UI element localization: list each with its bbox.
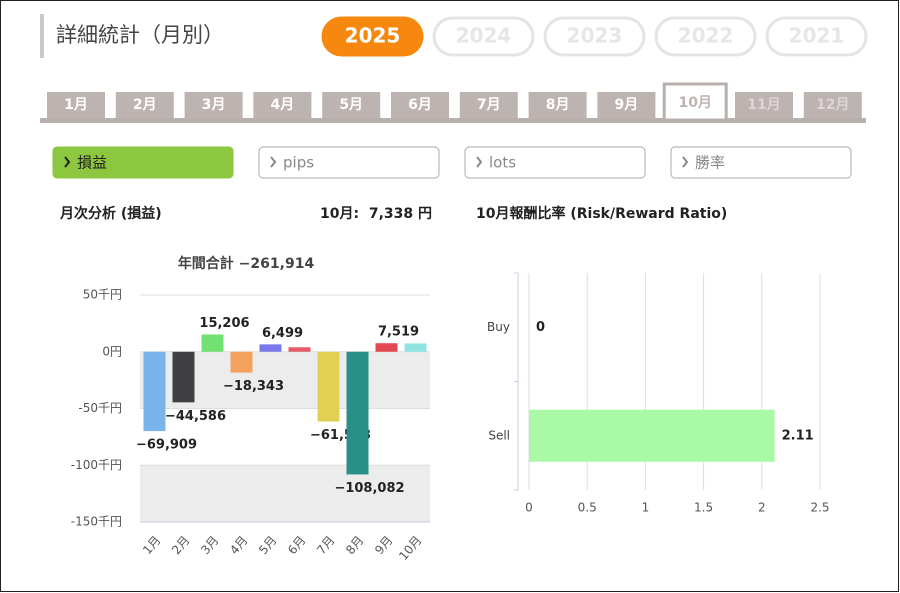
y-tick-label: Sell — [488, 428, 510, 442]
value-label: −69,909 — [136, 438, 197, 453]
month-label: 11月 — [747, 97, 780, 113]
year-button[interactable] — [321, 16, 424, 57]
month-tab[interactable] — [662, 82, 728, 122]
year-label: 2024 — [456, 24, 512, 48]
filter-label: 勝率 — [695, 154, 725, 172]
chevron — [64, 156, 71, 168]
year-label: 2022 — [678, 24, 734, 48]
y-tick-label: 0円 — [102, 344, 122, 358]
y-tick-label: -50千円 — [78, 401, 122, 415]
y-tick-label: -100千円 — [71, 458, 122, 472]
month-label: 4月 — [271, 97, 295, 113]
month-tab[interactable] — [47, 92, 105, 118]
x-tick-label: 1.5 — [694, 501, 713, 515]
value-label: 6,499 — [262, 326, 303, 341]
ratio-title: 10月報酬比率 (Risk/Reward Ratio) — [476, 205, 727, 222]
month-tab[interactable] — [253, 92, 312, 118]
value-label: −44,586 — [165, 409, 226, 424]
bar — [529, 409, 775, 462]
chevron — [682, 156, 689, 168]
page-title: 詳細統計（月別） — [56, 23, 224, 47]
summary-heading: 月次分析 (損益) — [59, 205, 162, 222]
filter-button[interactable] — [258, 146, 440, 179]
plot-band — [140, 465, 430, 522]
month-tab[interactable] — [184, 92, 243, 118]
chart-title: 年間合計 −261,914 — [178, 255, 315, 272]
filter-label: pips — [283, 154, 314, 172]
month-label: 5月 — [339, 97, 363, 113]
filter-label: lots — [489, 154, 516, 172]
y-tick-label: Buy — [487, 320, 510, 334]
bar — [375, 343, 398, 352]
month-label: 6月 — [408, 97, 432, 113]
x-tick-label: 0 — [525, 501, 533, 515]
month-tab[interactable] — [115, 92, 174, 118]
filter-button[interactable] — [464, 146, 646, 179]
month-tab[interactable] — [459, 92, 518, 118]
month-tab[interactable] — [803, 92, 862, 118]
month-label: 7月 — [477, 97, 501, 113]
title-accent — [40, 14, 44, 58]
year-button[interactable] — [765, 16, 868, 57]
filter-button[interactable] — [670, 146, 852, 179]
x-tick-label: 0.5 — [578, 501, 597, 515]
bar — [201, 334, 224, 352]
x-tick-label: 1 — [642, 501, 650, 515]
year-label: 2021 — [789, 24, 845, 48]
month-label: 12月 — [816, 97, 849, 113]
month-label: 9月 — [615, 97, 639, 113]
chevron — [270, 156, 277, 168]
month-tab[interactable] — [391, 92, 449, 118]
month-label: 2月 — [133, 97, 157, 113]
month-tab[interactable] — [528, 92, 587, 118]
filter-button[interactable] — [52, 146, 234, 179]
year-button[interactable] — [654, 16, 757, 57]
value-label: −108,082 — [334, 481, 404, 496]
month-tab[interactable] — [322, 92, 381, 118]
month-tab[interactable] — [735, 92, 793, 118]
chevron — [476, 156, 483, 168]
y-tick-label: 50千円 — [83, 288, 122, 302]
x-tick-label: 2.5 — [810, 501, 829, 515]
bar — [346, 351, 369, 475]
value-label: −18,343 — [223, 379, 284, 394]
bar — [288, 347, 311, 352]
month-label: 10月 — [678, 95, 711, 111]
bar — [317, 351, 340, 422]
value-label: 7,519 — [378, 325, 419, 340]
year-label: 2025 — [345, 24, 401, 48]
bar — [259, 344, 282, 352]
y-tick-label: -150千円 — [71, 515, 122, 529]
bar — [404, 343, 427, 352]
filter-label: 損益 — [77, 154, 107, 172]
value-label: 0 — [536, 320, 545, 335]
value-label: 15,206 — [199, 316, 249, 331]
month-label: 3月 — [202, 97, 226, 113]
bar — [143, 351, 166, 432]
year-button[interactable] — [543, 16, 646, 57]
bar — [230, 351, 253, 373]
x-tick-label: 2 — [758, 501, 766, 515]
value-label: 2.11 — [782, 428, 814, 443]
month-label: 1月 — [64, 97, 88, 113]
bar — [172, 351, 195, 403]
year-button[interactable] — [432, 16, 535, 57]
summary-current: 10月: 7,338 円 — [320, 206, 432, 222]
month-tab[interactable] — [597, 92, 656, 118]
tab-underline — [40, 118, 866, 123]
month-label: 8月 — [546, 97, 570, 113]
year-label: 2023 — [567, 24, 623, 48]
